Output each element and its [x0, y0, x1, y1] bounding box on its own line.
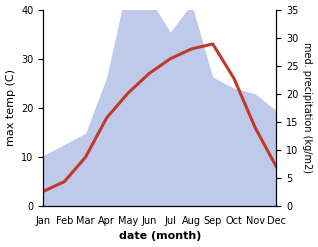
Y-axis label: max temp (C): max temp (C): [5, 69, 16, 146]
Y-axis label: med. precipitation (kg/m2): med. precipitation (kg/m2): [302, 42, 313, 173]
X-axis label: date (month): date (month): [119, 231, 201, 242]
